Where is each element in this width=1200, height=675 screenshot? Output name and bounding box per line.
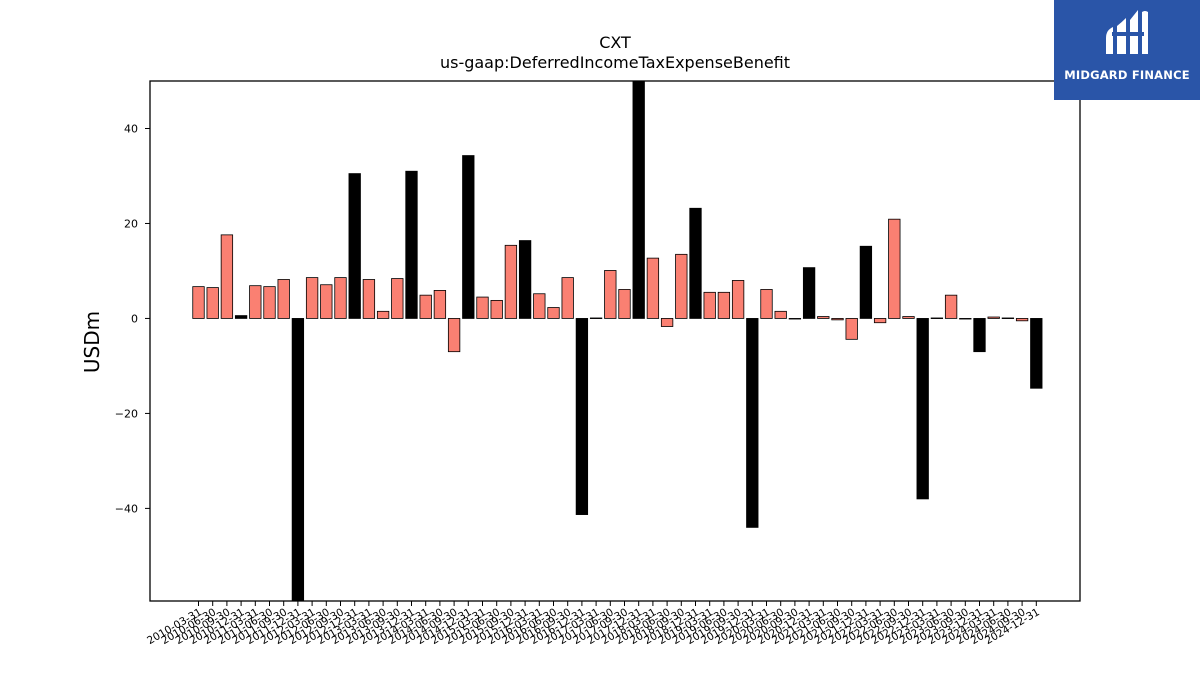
bar-2013-06-30 xyxy=(376,310,390,319)
bar-2012-03-31 xyxy=(305,277,319,319)
bar-2020-09-30 xyxy=(788,318,802,320)
bar-2023-09-30 xyxy=(959,318,972,320)
y-tick-label: 0 xyxy=(131,312,138,325)
bar-2014-03-31 xyxy=(419,294,432,319)
bar-2024-12-31 xyxy=(1030,318,1043,389)
bars-group xyxy=(192,80,1043,602)
bar-2012-09-30 xyxy=(334,277,347,319)
bar-2024-03-31 xyxy=(987,316,1000,319)
plot-frame xyxy=(149,80,1081,602)
bar-2012-06-30 xyxy=(320,284,333,319)
bar-2015-12-31 xyxy=(518,240,532,319)
brand-logo: MIDGARD FINANCE xyxy=(1054,0,1200,100)
bar-2021-03-31 xyxy=(817,316,830,319)
bar-2019-03-31 xyxy=(703,291,716,319)
bar-2015-03-31 xyxy=(476,296,489,319)
bar-2018-06-30 xyxy=(660,318,674,327)
y-tick-label: −20 xyxy=(115,407,138,420)
y-axis: −40 −20 0 20 40 xyxy=(115,122,150,515)
bar-2023-06-30 xyxy=(944,294,958,319)
bar-2011-09-30 xyxy=(277,279,290,319)
chart-title: CXT xyxy=(599,33,631,52)
brand-name: MIDGARD FINANCE xyxy=(1064,68,1190,82)
bar-2014-12-31 xyxy=(462,155,475,319)
bar-2016-09-30 xyxy=(561,277,574,319)
bar-2020-12-31 xyxy=(802,267,816,319)
bar-2020-03-31 xyxy=(760,289,773,319)
bar-2022-12-31 xyxy=(916,318,929,500)
bar-2024-09-30 xyxy=(1015,318,1029,322)
bar-2011-12-31 xyxy=(291,318,305,602)
bar-2013-03-31 xyxy=(362,279,376,319)
bar-2017-03-31 xyxy=(589,317,603,319)
bar-2010-09-30 xyxy=(220,234,234,319)
y-axis-label: USDm xyxy=(80,311,104,373)
bar-2015-09-30 xyxy=(504,244,518,319)
bar-2018-09-30 xyxy=(675,253,688,319)
y-tick-label: 40 xyxy=(124,122,138,135)
bar-2018-12-31 xyxy=(689,207,702,319)
bar-2010-03-31 xyxy=(192,286,205,319)
bar-2021-06-30 xyxy=(831,318,844,321)
bar-2011-03-31 xyxy=(249,285,262,319)
bar-2021-12-31 xyxy=(859,245,873,319)
x-axis: 2010-03-312010-06-302010-09-302010-12-31… xyxy=(145,601,1042,647)
bar-2016-06-30 xyxy=(547,307,560,319)
y-tick-label: −40 xyxy=(115,502,138,515)
bar-2017-06-30 xyxy=(604,270,617,319)
bar-2024-06-30 xyxy=(1001,317,1015,319)
bar-2018-03-31 xyxy=(646,257,660,319)
bar-2016-12-31 xyxy=(575,318,589,515)
bar-2011-06-30 xyxy=(263,286,276,319)
bar-2014-06-30 xyxy=(433,290,447,319)
bar-2022-06-30 xyxy=(888,218,901,319)
bar-2010-12-31 xyxy=(234,315,248,319)
bar-2023-12-31 xyxy=(973,318,986,353)
bar-2022-03-31 xyxy=(873,318,887,324)
bar-2017-12-31 xyxy=(632,80,645,319)
bar-2012-12-31 xyxy=(348,173,361,319)
bar-2016-03-31 xyxy=(533,293,546,319)
bar-2020-06-30 xyxy=(774,310,787,319)
midgard-logo-icon xyxy=(1106,10,1148,54)
bar-2019-12-31 xyxy=(746,318,759,528)
chart-subtitle: us-gaap:DeferredIncomeTaxExpenseBenefit xyxy=(440,53,790,72)
bar-2013-09-30 xyxy=(391,278,404,319)
bar-2019-09-30 xyxy=(731,280,745,319)
bar-2013-12-31 xyxy=(405,170,418,319)
bar-2021-09-30 xyxy=(845,318,858,340)
bar-2014-09-30 xyxy=(447,318,461,353)
bar-2022-09-30 xyxy=(902,316,915,319)
bar-2019-06-30 xyxy=(717,291,731,319)
bar-2010-06-30 xyxy=(206,287,219,319)
bar-2017-09-30 xyxy=(618,289,631,319)
bar-2023-03-31 xyxy=(930,317,944,319)
y-tick-label: 20 xyxy=(124,217,138,230)
bar-2015-06-30 xyxy=(490,299,503,319)
